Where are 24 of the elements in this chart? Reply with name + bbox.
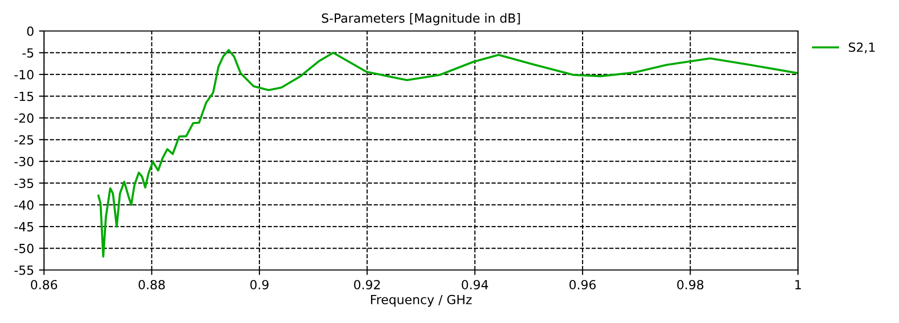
y-tick-label: -35 xyxy=(14,178,34,188)
x-tick-label: 0.88 xyxy=(138,280,165,290)
x-tick-label: 0.92 xyxy=(354,280,380,290)
legend-label: S2,1 xyxy=(848,42,875,54)
y-tick-label: -45 xyxy=(14,222,34,232)
y-tick-label: -20 xyxy=(14,113,34,123)
x-tick-label: 0.9 xyxy=(250,280,268,290)
y-tick-label: -40 xyxy=(14,200,34,210)
x-axis-title: Frequency / GHz xyxy=(371,294,472,307)
x-tick-label: 0.98 xyxy=(677,280,704,290)
x-tick-label: 0.86 xyxy=(30,280,58,290)
x-tick-label: 1 xyxy=(795,280,801,290)
y-tick-label: -50 xyxy=(14,244,34,254)
line-series xyxy=(97,49,798,258)
y-tick-label: -30 xyxy=(14,156,34,166)
y-tick-label: 0 xyxy=(27,26,34,36)
y-tick-label: -55 xyxy=(14,266,34,275)
y-tick-label: -10 xyxy=(14,70,34,80)
y-tick-label: -5 xyxy=(22,48,34,58)
x-tick-label: 0.94 xyxy=(462,280,488,290)
y-tick-label: -25 xyxy=(14,135,34,145)
x-tick-label: 0.96 xyxy=(569,280,596,290)
y-tick-label: -15 xyxy=(14,92,34,102)
chart-title: S-Parameters [Magnitude in dB] xyxy=(322,13,520,26)
